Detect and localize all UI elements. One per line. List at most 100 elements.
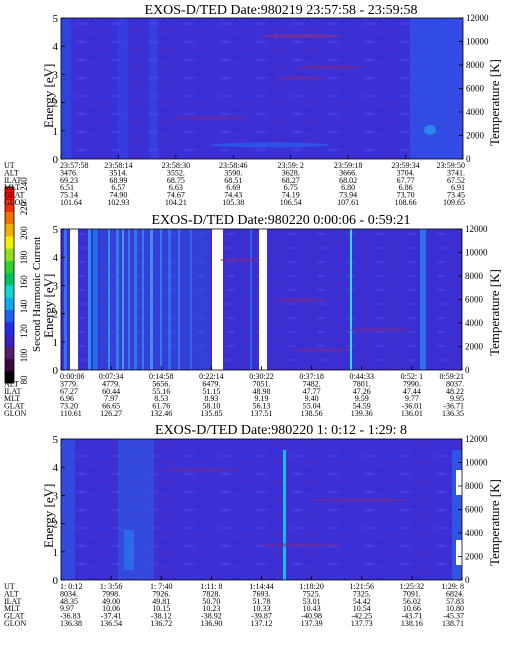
table-cell: 3476.	[60, 168, 78, 177]
table-cell: 126.27	[100, 409, 122, 418]
panel-3-ylabel-right: Temperature [K]	[487, 479, 502, 566]
table-cell: 10.06	[102, 604, 120, 613]
table-cell: 9.40	[305, 394, 319, 403]
table-cell: 48.98	[253, 387, 271, 396]
table-cell: 7828.	[202, 589, 220, 598]
table-cell: 3779.	[60, 379, 78, 388]
colorbar-swatch	[5, 334, 14, 347]
table-cell: 8037.	[446, 379, 464, 388]
table-cell: 132.46	[150, 409, 172, 418]
table-cell: 109.65	[443, 198, 465, 207]
table-cell: 68.51	[224, 176, 242, 185]
table-cell: 1:29: 8	[442, 582, 464, 591]
panel-3-title: EXOS-D/TED Date:980220 1: 0:12 - 1:29: 8	[155, 423, 407, 438]
row-label: GLAT	[4, 191, 25, 200]
table-cell: 10.80	[446, 604, 464, 613]
table-cell: 6.96	[60, 394, 74, 403]
table-cell: 6.69	[226, 183, 240, 192]
ytick-right-label: 6000	[465, 295, 484, 305]
table-cell: 6.57	[111, 183, 125, 192]
row-label: GLON	[4, 198, 26, 207]
table-cell: 3666.	[339, 168, 357, 177]
table-cell: 136.72	[150, 619, 172, 628]
table-cell: 137.39	[301, 619, 323, 628]
ytick-label: 3	[53, 69, 59, 81]
ytick-right-label: 6000	[465, 505, 484, 515]
ytick-label: 2	[53, 309, 59, 321]
row-label: UT	[4, 372, 15, 381]
table-cell: 137.51	[251, 409, 273, 418]
ytick-label: 4	[53, 252, 59, 264]
ytick-right-label: 10000	[465, 248, 488, 258]
ytick-label: 0	[53, 154, 59, 166]
table-cell: 137.73	[351, 619, 373, 628]
panel-1-ylabel: Energy [eV]	[41, 64, 56, 128]
table-cell: 10.54	[353, 604, 371, 613]
table-cell: 10.66	[403, 604, 421, 613]
table-cell: 73.20	[60, 402, 78, 411]
ytick-right-label: 2000	[466, 131, 485, 141]
panel-1-ylabel-right: Temperature [K]	[487, 59, 502, 146]
ytick-right-label: 10000	[466, 37, 489, 47]
table-cell: 50.70	[202, 597, 220, 606]
table-cell: 68.75	[167, 176, 185, 185]
colorbar-tick-label: 180	[19, 250, 29, 264]
panel-1-heatmap	[61, 18, 463, 159]
colorbar-tick-label: 140	[19, 299, 29, 313]
table-cell: 5656.	[152, 379, 170, 388]
table-cell: 74.67	[167, 191, 185, 200]
ytick-label: 5	[53, 224, 59, 236]
table-cell: 6824.	[446, 589, 464, 598]
table-cell: 10.23	[202, 604, 220, 613]
table-cell: -43.71	[402, 612, 423, 621]
ytick-label: 1	[53, 337, 59, 349]
table-cell: 23:59: 2	[277, 161, 303, 170]
table-cell: 48.22	[446, 387, 464, 396]
row-label: MLT	[4, 604, 20, 613]
panel-3: EXOS-D/TED Date:980220 1: 0:12 - 1:29: 8…	[4, 423, 502, 628]
table-cell: 7525.	[303, 589, 321, 598]
table-cell: 10.43	[303, 604, 321, 613]
row-label: MLT	[4, 183, 20, 192]
table-cell: 23:57:58	[60, 161, 88, 170]
table-cell: 9.95	[450, 394, 464, 403]
panel-2-ylabel: Energy [eV]	[41, 274, 56, 338]
table-cell: 74.19	[282, 191, 300, 200]
panel-1-features	[61, 18, 463, 159]
table-cell: 0:00:06	[60, 372, 84, 381]
table-cell: 8034.	[60, 589, 78, 598]
row-label: GLON	[4, 409, 26, 418]
panel-2-ylabel-right: Temperature [K]	[487, 269, 502, 356]
table-cell: 102.93	[107, 198, 129, 207]
table-cell: 138.71	[442, 619, 464, 628]
table-cell: 49.00	[102, 597, 120, 606]
panel-2-features	[64, 229, 426, 370]
colorbar-swatch	[5, 358, 14, 372]
colorbar-swatch	[5, 223, 14, 237]
table-cell: 0:07:34	[99, 372, 123, 381]
table-cell: 6.91	[451, 183, 465, 192]
ytick-right-label: 8000	[465, 481, 484, 491]
ytick-label: 2	[53, 519, 59, 531]
ytick-right-label: 10000	[465, 458, 488, 468]
ytick-right-label: 6000	[466, 84, 485, 94]
table-cell: 0:37:18	[299, 372, 323, 381]
table-cell: 101.64	[60, 198, 82, 207]
table-cell: -42.25	[351, 612, 372, 621]
colorbar-tick-label: 120	[19, 324, 29, 338]
colorbar-swatch	[5, 236, 14, 249]
colorbar: 80 100 120 140 160 180 200 220 240 Second Harmon…	[4, 177, 43, 385]
table-cell: 0:59:21	[440, 372, 464, 381]
table-cell: 9.97	[60, 604, 74, 613]
table-cell: 110.61	[60, 409, 82, 418]
table-cell: 23:59:18	[334, 161, 362, 170]
ytick-right-label: 12000	[465, 434, 488, 444]
table-cell: 138.16	[401, 619, 423, 628]
table-cell: 139.36	[351, 409, 373, 418]
ytick-right-label: 12000	[466, 13, 489, 23]
table-cell: 56.02	[403, 597, 421, 606]
ytick-right-label: 0	[465, 575, 470, 585]
table-cell: 6.80	[341, 183, 355, 192]
colorbar-swatch	[5, 309, 14, 323]
row-label: ALT	[4, 379, 19, 388]
